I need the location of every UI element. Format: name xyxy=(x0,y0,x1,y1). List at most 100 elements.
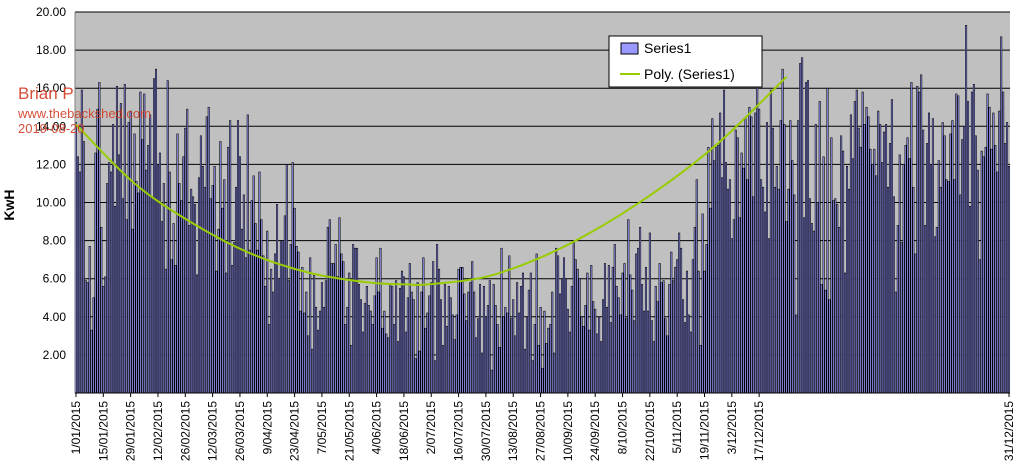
legend-series1: Series1 xyxy=(644,40,692,56)
bar xyxy=(812,230,815,394)
bar xyxy=(970,91,973,394)
bar xyxy=(473,291,476,394)
bar xyxy=(98,82,101,394)
bar xyxy=(373,295,376,394)
bar xyxy=(436,244,439,394)
bar xyxy=(760,179,763,394)
bar xyxy=(110,171,113,394)
bar xyxy=(369,310,372,394)
bar xyxy=(972,84,975,394)
bar xyxy=(395,280,398,394)
x-tick-label: 2/07/2015 xyxy=(424,401,438,455)
x-tick-label: 8/10/2015 xyxy=(616,401,630,455)
bar xyxy=(235,186,238,394)
bar xyxy=(324,280,327,394)
bar xyxy=(131,228,134,394)
bar xyxy=(816,202,819,394)
bar xyxy=(332,263,335,394)
bar xyxy=(115,85,118,394)
bar xyxy=(926,143,929,394)
bar xyxy=(664,318,667,394)
bar xyxy=(490,369,493,394)
bar xyxy=(631,289,634,394)
bar xyxy=(564,278,567,394)
bar xyxy=(418,350,421,394)
legend-poly: Poly. (Series1) xyxy=(644,66,735,82)
bar xyxy=(139,91,142,394)
bar xyxy=(853,101,856,394)
bar xyxy=(713,160,716,394)
bar xyxy=(414,358,417,394)
bar xyxy=(334,244,337,394)
bar xyxy=(863,124,866,394)
bar xyxy=(744,118,747,394)
bar xyxy=(180,200,183,394)
bar xyxy=(320,282,323,394)
bar xyxy=(775,166,778,394)
bar xyxy=(305,291,308,394)
bar xyxy=(986,93,989,394)
watermark-name: Brian P xyxy=(18,84,74,103)
bar xyxy=(457,268,460,394)
bar xyxy=(90,329,93,394)
bar xyxy=(283,215,286,394)
bar xyxy=(566,308,569,394)
bar xyxy=(933,236,936,394)
bar xyxy=(1000,36,1003,394)
x-tick-label: 3/12/2015 xyxy=(725,401,739,455)
bar xyxy=(857,127,860,394)
bar xyxy=(639,226,642,394)
bar xyxy=(1006,122,1009,394)
x-tick-label: 4/06/2015 xyxy=(370,401,384,455)
bar xyxy=(824,289,827,394)
bar xyxy=(687,314,690,394)
bar xyxy=(496,324,499,394)
bar xyxy=(881,162,884,394)
bar xyxy=(752,196,755,394)
bar xyxy=(475,337,478,394)
x-tick-label: 10/09/2015 xyxy=(561,401,575,461)
bar xyxy=(482,286,485,394)
bar xyxy=(129,110,132,394)
bar xyxy=(529,272,532,394)
bar xyxy=(328,219,331,394)
bar xyxy=(605,306,608,394)
bar xyxy=(947,181,950,394)
bar xyxy=(504,306,507,394)
bar xyxy=(393,324,396,394)
bar xyxy=(1008,166,1011,394)
bar xyxy=(276,204,279,394)
bar xyxy=(762,186,765,394)
bar xyxy=(549,324,552,394)
bar xyxy=(803,217,806,394)
bar xyxy=(879,124,882,394)
bar xyxy=(785,221,788,394)
bar xyxy=(736,137,739,394)
bar xyxy=(588,329,591,394)
bar xyxy=(338,217,341,394)
bar xyxy=(521,272,524,394)
bar xyxy=(924,225,927,394)
bar xyxy=(303,312,306,394)
bar xyxy=(670,251,673,394)
bar xyxy=(902,164,905,394)
x-tick-label: 15/01/2015 xyxy=(96,401,110,461)
bar xyxy=(398,287,402,394)
bar xyxy=(787,188,790,394)
bar xyxy=(886,186,890,394)
bar xyxy=(270,268,273,394)
bar xyxy=(471,261,474,394)
bar xyxy=(344,324,347,394)
bar xyxy=(662,280,665,394)
bar xyxy=(955,93,958,394)
bar xyxy=(160,221,163,394)
bar xyxy=(451,314,454,394)
bar xyxy=(678,232,681,394)
bar xyxy=(463,293,466,394)
bar xyxy=(814,124,817,394)
bar xyxy=(867,116,870,394)
bar xyxy=(783,124,786,394)
bar xyxy=(508,255,511,394)
bar xyxy=(826,87,829,394)
